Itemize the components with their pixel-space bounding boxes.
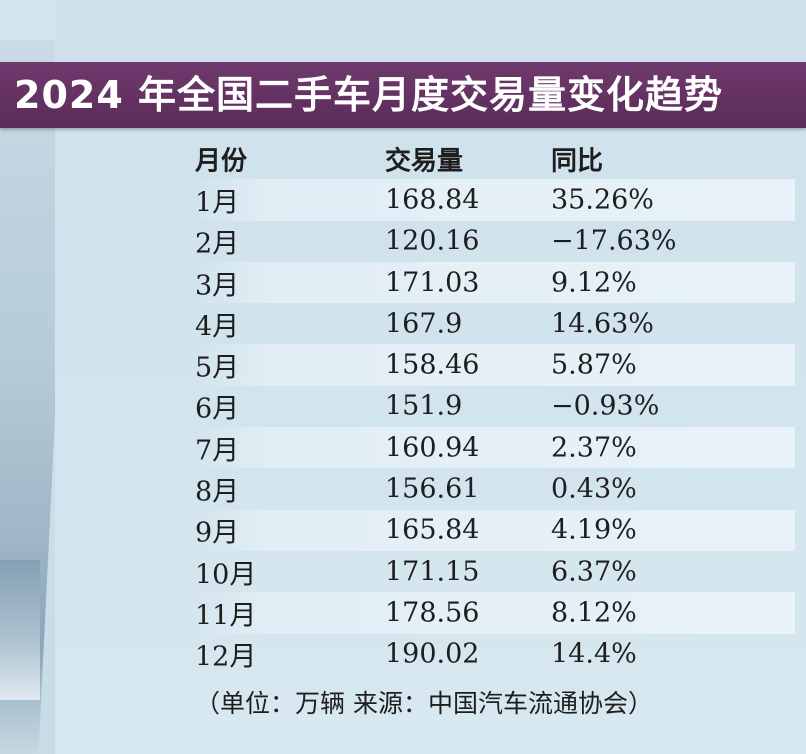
month-cell: 2月: [195, 228, 240, 260]
table-row: 8月 156.61 0.43%: [195, 468, 795, 509]
month-cell: 4月: [195, 311, 240, 343]
month-cell: 7月: [195, 435, 240, 467]
yoy-cell: 6.37%: [551, 556, 637, 588]
table-row: 4月 167.9 14.63%: [195, 303, 795, 344]
volume-cell: 178.56: [385, 597, 480, 629]
table-row: 12月 190.02 14.4%: [195, 634, 795, 675]
volume-cell: 171.15: [385, 556, 480, 588]
yoy-cell: −17.63%: [551, 225, 677, 257]
table-row: 7月 160.94 2.37%: [195, 427, 795, 469]
table-row: 10月 171.15 6.37%: [195, 551, 795, 592]
yoy-cell: 5.87%: [551, 349, 637, 381]
month-cell: 12月: [195, 641, 257, 673]
table-row: 1月 168.84 35.26%: [195, 179, 795, 221]
table-row: 9月 165.84 4.19%: [195, 509, 795, 551]
month-cell: 5月: [195, 352, 240, 384]
volume-cell: 190.02: [385, 638, 480, 670]
table-body: 1月 168.84 35.26% 2月 120.16 −17.63% 3月 171.03 9.1…: [195, 179, 795, 675]
volume-cell: 168.84: [385, 184, 480, 216]
background-car-reflection: [0, 560, 40, 700]
month-cell: 11月: [195, 600, 257, 632]
table-row: 5月 158.46 5.87%: [195, 344, 795, 386]
yoy-cell: 4.19%: [551, 514, 637, 546]
yoy-cell: 14.63%: [551, 308, 654, 340]
yoy-cell: −0.93%: [551, 390, 660, 422]
month-cell: 9月: [195, 517, 240, 549]
yoy-cell: 35.26%: [551, 184, 654, 216]
table-row: 11月 178.56 8.12%: [195, 592, 795, 634]
month-cell: 6月: [195, 393, 240, 425]
header-volume: 交易量: [385, 146, 464, 177]
yoy-cell: 8.12%: [551, 597, 637, 629]
month-cell: 3月: [195, 270, 240, 302]
month-cell: 1月: [195, 187, 240, 219]
volume-cell: 151.9: [385, 390, 463, 422]
volume-cell: 120.16: [385, 225, 480, 257]
title-bar: 2024 年全国二手车月度交易量变化趋势: [0, 62, 806, 128]
volume-cell: 160.94: [385, 432, 480, 464]
table-row: 2月 120.16 −17.63%: [195, 221, 795, 262]
yoy-cell: 0.43%: [551, 473, 637, 505]
page-title: 2024 年全国二手车月度交易量变化趋势: [14, 73, 723, 117]
volume-cell: 158.46: [385, 349, 480, 381]
table-row: 3月 171.03 9.12%: [195, 261, 795, 304]
month-cell: 10月: [195, 559, 257, 591]
yoy-cell: 2.37%: [551, 432, 637, 464]
header-month: 月份: [195, 146, 248, 177]
month-cell: 8月: [195, 476, 240, 508]
yoy-cell: 9.12%: [551, 267, 637, 299]
volume-cell: 156.61: [385, 473, 480, 505]
table-header-row: 月份 交易量 同比: [195, 138, 795, 179]
data-table: 月份 交易量 同比 1月 168.84 35.26% 2月 120.16 −17.63% 3…: [195, 138, 795, 675]
header-yoy: 同比: [551, 146, 604, 177]
volume-cell: 171.03: [385, 267, 480, 299]
footnote: （单位：万辆 来源：中国汽车流通协会）: [195, 689, 653, 718]
volume-cell: 167.9: [385, 308, 463, 340]
yoy-cell: 14.4%: [551, 638, 637, 670]
table-row: 6月 151.9 −0.93%: [195, 386, 795, 427]
volume-cell: 165.84: [385, 514, 480, 546]
